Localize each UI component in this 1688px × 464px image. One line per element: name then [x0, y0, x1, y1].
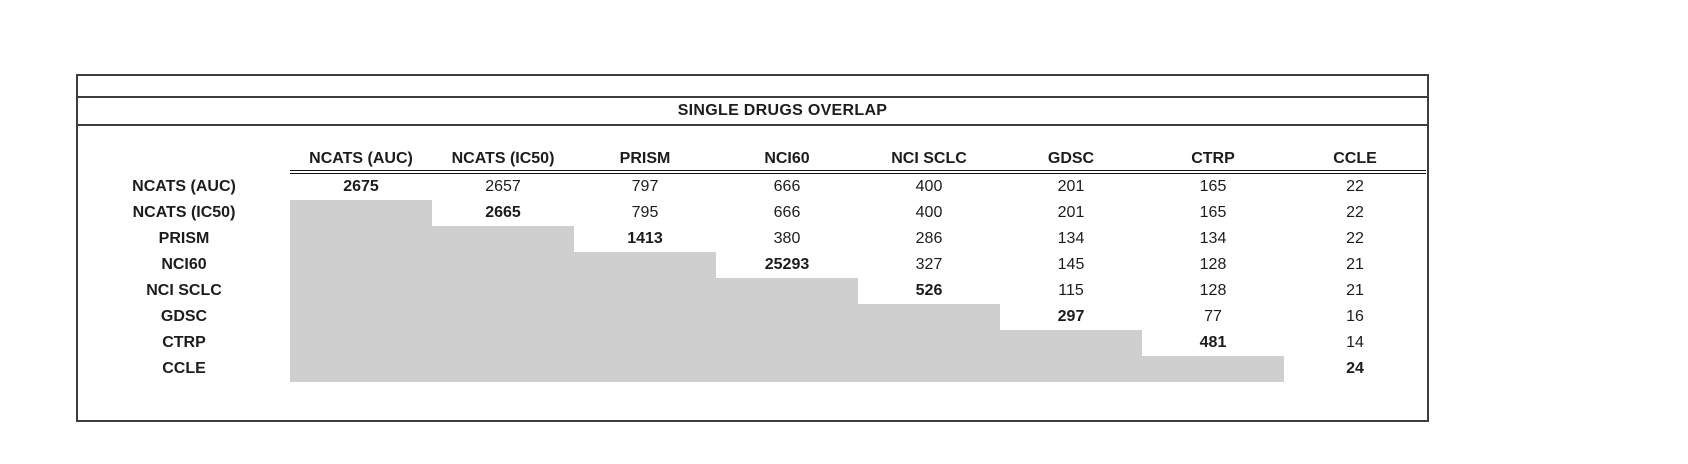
- row-header-ncats-ic50: NCATS (IC50): [132, 204, 236, 221]
- table-top-strip: [78, 76, 1427, 98]
- column-header-ctrp: CTRP: [1142, 148, 1284, 174]
- matrix-shaded-cell: [290, 200, 432, 226]
- matrix-shaded-cell: [432, 304, 574, 330]
- matrix-shaded-cell: [432, 278, 574, 304]
- matrix-value-cell: 2657: [485, 178, 521, 195]
- matrix-shaded-cell: [716, 304, 858, 330]
- matrix-value-cell: 526: [915, 282, 943, 299]
- matrix-shaded-cell: [858, 330, 1000, 356]
- matrix-value-cell: 795: [631, 204, 659, 221]
- overlap-matrix: NCATS (AUC) NCATS (IC50) PRISM NCI60 NCI SCL…: [78, 148, 1427, 382]
- row-header-ccle: CCLE: [162, 360, 206, 377]
- matrix-value-cell: 2675: [343, 178, 379, 195]
- matrix-shaded-cell: [432, 356, 574, 382]
- matrix-shaded-cell: [858, 304, 1000, 330]
- matrix-value-cell: 666: [773, 204, 801, 221]
- matrix-shaded-cell: [574, 252, 716, 278]
- matrix-corner-cell: [78, 148, 290, 174]
- matrix-shaded-cell: [432, 252, 574, 278]
- matrix-value-cell: 327: [915, 256, 943, 273]
- matrix-value-cell: 115: [1058, 282, 1084, 299]
- matrix-value-cell: 77: [1204, 308, 1222, 325]
- matrix-shaded-cell: [574, 356, 716, 382]
- matrix-value-cell: 128: [1199, 256, 1227, 273]
- column-header-ncats-auc: NCATS (AUC): [290, 148, 432, 174]
- matrix-shaded-cell: [716, 330, 858, 356]
- matrix-value-cell: 481: [1199, 334, 1227, 351]
- row-header-ncats-auc: NCATS (AUC): [132, 178, 236, 195]
- matrix-shaded-cell: [574, 304, 716, 330]
- matrix-shaded-cell: [290, 304, 432, 330]
- matrix-value-cell: 1413: [627, 230, 663, 247]
- column-header-ncats-ic50: NCATS (IC50): [432, 148, 574, 174]
- matrix-value-cell: 25293: [764, 256, 810, 273]
- column-header-ccle: CCLE: [1284, 148, 1426, 174]
- matrix-value-cell: 165: [1199, 178, 1227, 195]
- matrix-value-cell: 128: [1199, 282, 1227, 299]
- matrix-shaded-cell: [290, 252, 432, 278]
- matrix-value-cell: 14: [1346, 334, 1364, 351]
- matrix-value-cell: 16: [1346, 308, 1364, 325]
- table-title: SINGLE DRUGS OVERLAP: [677, 102, 888, 119]
- matrix-shaded-cell: [432, 226, 574, 252]
- matrix-shaded-cell: [1000, 356, 1142, 382]
- matrix-value-cell: 22: [1346, 204, 1364, 221]
- matrix-value-cell: 201: [1057, 204, 1085, 221]
- matrix-value-cell: 22: [1346, 230, 1364, 247]
- matrix-shaded-cell: [290, 226, 432, 252]
- matrix-shaded-cell: [858, 356, 1000, 382]
- overlap-table-panel: SINGLE DRUGS OVERLAP NCATS (AUC) NCATS (I…: [76, 74, 1429, 422]
- column-header-prism: PRISM: [574, 148, 716, 174]
- matrix-value-cell: 297: [1057, 308, 1085, 325]
- matrix-shaded-cell: [716, 278, 858, 304]
- matrix-shaded-cell: [290, 356, 432, 382]
- matrix-shaded-cell: [1000, 330, 1142, 356]
- matrix-value-cell: 797: [631, 178, 659, 195]
- row-header-prism: PRISM: [158, 230, 210, 247]
- matrix-value-cell: 134: [1199, 230, 1227, 247]
- matrix-value-cell: 400: [915, 178, 943, 195]
- column-header-nci60: NCI60: [716, 148, 858, 174]
- matrix-value-cell: 21: [1346, 256, 1364, 273]
- row-header-nci60: NCI60: [161, 256, 207, 273]
- matrix-value-cell: 666: [773, 178, 801, 195]
- matrix-shaded-cell: [432, 330, 574, 356]
- matrix-shaded-cell: [716, 356, 858, 382]
- matrix-value-cell: 22: [1346, 178, 1364, 195]
- matrix-value-cell: 380: [773, 230, 801, 247]
- matrix-shaded-cell: [290, 330, 432, 356]
- column-header-gdsc: GDSC: [1000, 148, 1142, 174]
- matrix-value-cell: 400: [915, 204, 943, 221]
- column-header-nci-sclc: NCI SCLC: [858, 148, 1000, 174]
- matrix-shaded-cell: [1142, 356, 1284, 382]
- matrix-value-cell: 145: [1057, 256, 1085, 273]
- matrix-shaded-cell: [290, 278, 432, 304]
- matrix-value-cell: 165: [1199, 204, 1227, 221]
- table-title-row: SINGLE DRUGS OVERLAP: [78, 98, 1427, 126]
- matrix-value-cell: 24: [1346, 360, 1364, 377]
- matrix-value-cell: 2665: [485, 204, 521, 221]
- matrix-value-cell: 21: [1346, 282, 1364, 299]
- matrix-shaded-cell: [574, 330, 716, 356]
- matrix-shaded-cell: [574, 278, 716, 304]
- row-header-ctrp: CTRP: [162, 334, 206, 351]
- row-header-nci-sclc: NCI SCLC: [146, 282, 222, 299]
- matrix-value-cell: 201: [1057, 178, 1085, 195]
- row-header-gdsc: GDSC: [160, 308, 208, 325]
- matrix-value-cell: 286: [915, 230, 943, 247]
- matrix-value-cell: 134: [1057, 230, 1085, 247]
